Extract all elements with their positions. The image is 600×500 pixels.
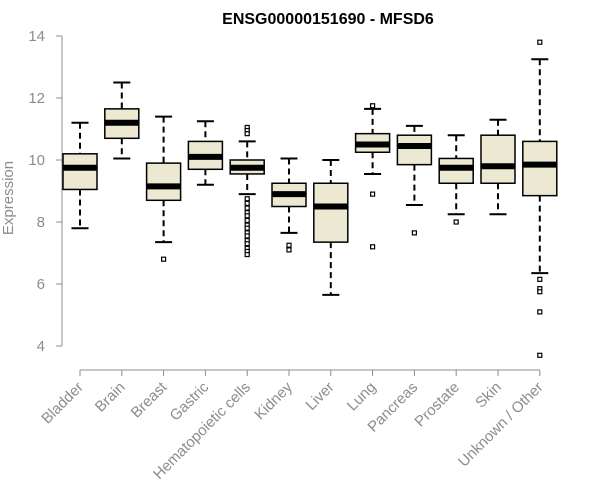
box-iqr <box>438 157 474 184</box>
box-group <box>187 120 224 186</box>
x-tick-label: Skin <box>472 379 505 412</box>
y-axis-title: Expression <box>0 161 17 235</box>
outlier-point <box>537 39 543 45</box>
x-tick-label: Lung <box>344 379 380 415</box>
outlier-point <box>244 196 250 202</box>
outlier-point <box>370 103 376 109</box>
outlier-point <box>244 251 250 258</box>
box-group <box>313 159 349 296</box>
outlier-point <box>244 225 250 231</box>
box-group <box>354 103 391 250</box>
outlier-point <box>537 309 543 315</box>
outlier-point <box>411 230 417 236</box>
box-iqr <box>522 140 558 197</box>
y-tick-label: 6 <box>37 276 45 293</box>
outlier-point <box>370 244 376 250</box>
chart-title: ENSG00000151690 - MFSD6 <box>222 11 434 28</box>
outlier-point <box>537 352 543 358</box>
outlier-point <box>244 233 250 239</box>
outlier-point <box>244 205 250 211</box>
outlier-point <box>244 200 250 206</box>
box-group <box>438 134 474 225</box>
x-tick-label: Prostate <box>411 379 463 431</box>
box-group <box>229 124 265 258</box>
outlier-point <box>537 276 543 282</box>
y-tick-label: 14 <box>28 28 45 45</box>
outlier-point <box>244 213 250 219</box>
outlier-point <box>286 242 292 248</box>
x-tick-label: Breast <box>128 378 171 421</box>
x-tick-label: Kidney <box>251 378 296 423</box>
box-iqr <box>313 182 349 243</box>
box-iqr <box>62 153 98 191</box>
outlier-point <box>244 241 250 247</box>
y-tick-label: 12 <box>28 90 45 107</box>
box-iqr <box>396 134 433 166</box>
y-tick-label: 4 <box>37 338 45 355</box>
outlier-point <box>286 247 292 253</box>
outlier-point <box>537 289 543 295</box>
box-group <box>271 157 307 253</box>
box-iqr <box>145 162 182 202</box>
y-axis-ticks: 4 6 8 10 12 14 <box>28 28 62 355</box>
box-group <box>62 121 98 230</box>
boxplot-boxes <box>62 39 558 358</box>
box-group <box>522 39 558 358</box>
outlier-point <box>244 217 250 224</box>
y-tick-label: 10 <box>28 152 45 169</box>
x-tick-label: Liver <box>303 379 338 414</box>
box-group <box>145 115 182 262</box>
box-group <box>396 124 433 236</box>
outlier-point <box>161 256 167 262</box>
outlier-point <box>244 131 250 137</box>
outlier-point <box>453 219 459 225</box>
box-group <box>104 81 140 160</box>
outlier-point <box>370 191 376 197</box>
x-tick-label: Bladder <box>38 379 87 428</box>
y-tick-label: 8 <box>37 214 45 231</box>
x-tick-label: Brain <box>92 379 129 416</box>
box-group <box>480 118 516 216</box>
box-iqr <box>480 134 516 184</box>
